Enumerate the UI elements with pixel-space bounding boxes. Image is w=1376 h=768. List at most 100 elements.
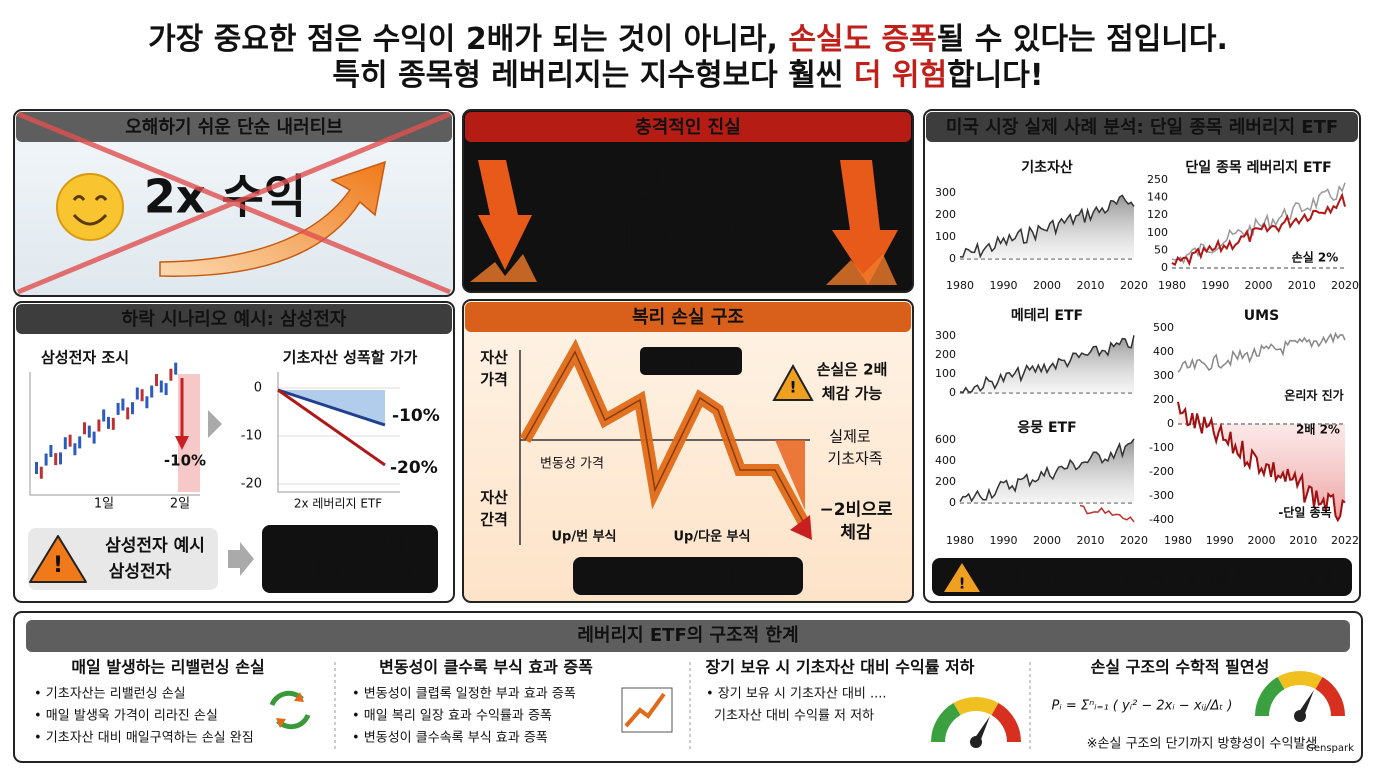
column-heading: 매일 발생하는 리밸런싱 손실	[71, 658, 264, 677]
x-tick-label: 1980	[946, 279, 974, 292]
bullet: • 매일 복리 일장 효과 수익률과 증폭	[352, 709, 552, 724]
gauge-arc	[953, 697, 999, 716]
x-tick-label: 2020	[1331, 279, 1359, 292]
loss-label: −2비으로	[820, 500, 893, 520]
y-tick-label: 600	[935, 433, 956, 446]
x-tick-label: 2020	[1120, 534, 1148, 547]
value-label: -10%	[392, 406, 440, 426]
x-tick-label: 1일	[94, 497, 114, 512]
bullet: • 장기 보유 시 기초자산 대비 ....	[706, 687, 887, 702]
y-tick-label: -100	[1149, 441, 1174, 454]
candle	[102, 409, 106, 422]
footer-box	[573, 557, 803, 595]
column-heading: 장기 보유 시 기초자산 대비 수익률 저하	[706, 658, 975, 677]
candle	[111, 417, 115, 430]
candle	[35, 462, 38, 474]
x-tick-label: 1990	[1201, 279, 1229, 292]
candle	[135, 387, 139, 400]
up-arrow	[159, 160, 386, 277]
series-line	[959, 438, 1135, 503]
candle	[164, 383, 168, 396]
bullet: • 기초자산는 리밸런싱 손실	[34, 687, 186, 702]
y-tick-label: 50	[1154, 243, 1168, 256]
series-line	[959, 194, 1135, 259]
headline-part: 손실도 증폭	[788, 22, 936, 57]
bullet: • 매일 발생욱 가격이 리라진 손실	[34, 709, 218, 724]
series-line	[1177, 401, 1346, 523]
chart-title: 기초자산	[1021, 159, 1073, 176]
truth-line: 손실도 2배,	[591, 166, 785, 210]
headline-part: 특히 종목형 레버리지는 지수형보다 훨씬	[332, 58, 853, 93]
y-tick-label: 0	[254, 381, 262, 396]
warning-text: 삼성전자	[109, 562, 172, 582]
x-label: 2x 레버리지 ETF	[294, 497, 382, 511]
candle	[174, 362, 178, 375]
arrow-head	[790, 515, 812, 540]
y-tick-label: -200	[1149, 465, 1174, 478]
chart-title: 기초자산 성폭할 가가	[283, 349, 418, 367]
candle	[107, 416, 110, 429]
chart-title: 단일 종목 레버리지 ETF	[1185, 159, 1331, 176]
axis-label: 가격	[480, 371, 508, 389]
y-tick-label: 100	[935, 230, 956, 243]
headline-part: 가장 중요한 점은 수익이 2배가 되는 것이 아니라,	[148, 22, 788, 57]
scenario-title: 하락 시나리오 예시: 삼성전자	[122, 309, 347, 330]
warn-mark: !	[53, 553, 63, 578]
annotation: -단일 종목	[1278, 505, 1331, 520]
y-tick-label: -10	[241, 429, 262, 444]
footer-box	[932, 558, 1352, 596]
gauge-arc	[991, 703, 1021, 743]
y-tick-label: -20	[241, 477, 262, 492]
headline: 가장 중요한 점은 수익이 2배가 되는 것이 아니라, 손실도 증폭될 수 있…	[148, 22, 1228, 57]
trend-frame	[621, 687, 673, 733]
headline: 특히 종목형 레버리지는 지수형보다 훨씬 더 위험합니다!	[332, 58, 1043, 93]
axis	[29, 372, 200, 496]
y-tick-label: 0	[1167, 417, 1174, 430]
warning-text: 손실은 2배	[817, 361, 888, 379]
candle	[145, 396, 149, 409]
arrow	[228, 542, 254, 576]
y-tick-label: 400	[1153, 345, 1174, 358]
headline-part: 될 수 있다는 점입니다.	[937, 22, 1228, 57]
candle	[159, 380, 163, 393]
series-line	[959, 335, 1135, 394]
zigzag-edge	[524, 350, 806, 526]
y-tick-label: 0	[949, 252, 956, 265]
candle	[49, 444, 53, 457]
line-label: 변동성 가격	[540, 457, 604, 472]
us-cases-header	[926, 112, 1358, 142]
annotation: -10%	[164, 452, 206, 470]
y-tick-label: 200	[935, 208, 956, 221]
y-tick-label: 0	[949, 496, 956, 509]
chart-title: 삼성전자 조시	[41, 349, 129, 367]
limits-title: 레버리지 ETF의 구조적 한계	[577, 625, 798, 646]
x-tick-label: 1990	[1206, 534, 1234, 547]
smile-mouth	[72, 213, 108, 226]
compound-header	[465, 302, 911, 332]
axis	[277, 372, 400, 493]
annotation: 온리자 진가	[1284, 388, 1343, 403]
note: ※손실 구조의 단기까지 방향성이 수익발생	[1087, 737, 1318, 752]
line-label: Up/번 부식	[551, 529, 616, 545]
candle	[83, 422, 86, 435]
callout-box	[262, 525, 438, 593]
candle	[140, 389, 144, 402]
candle	[87, 425, 91, 438]
truth-line: 그 이상으로 체감	[552, 216, 823, 260]
y-tick-label: -300	[1149, 489, 1174, 502]
candle	[150, 385, 154, 398]
x-tick-label: 2000	[1248, 534, 1276, 547]
cycle-icon-head	[276, 692, 304, 728]
bullet: 기초자산 대비 수익률 저 저하	[714, 709, 874, 724]
series-area	[960, 335, 1134, 393]
gauge-hub	[970, 736, 982, 748]
warn-icon	[29, 535, 87, 583]
axis	[519, 350, 810, 545]
loss-shade	[775, 440, 805, 510]
candle	[155, 374, 158, 387]
us-cases-panel	[923, 109, 1361, 603]
watermark: Genspark	[1306, 743, 1354, 754]
limits-header	[26, 620, 1350, 652]
column-heading: 변동성이 클수록 부식 효과 증폭	[379, 658, 593, 677]
smile-face	[56, 173, 124, 241]
